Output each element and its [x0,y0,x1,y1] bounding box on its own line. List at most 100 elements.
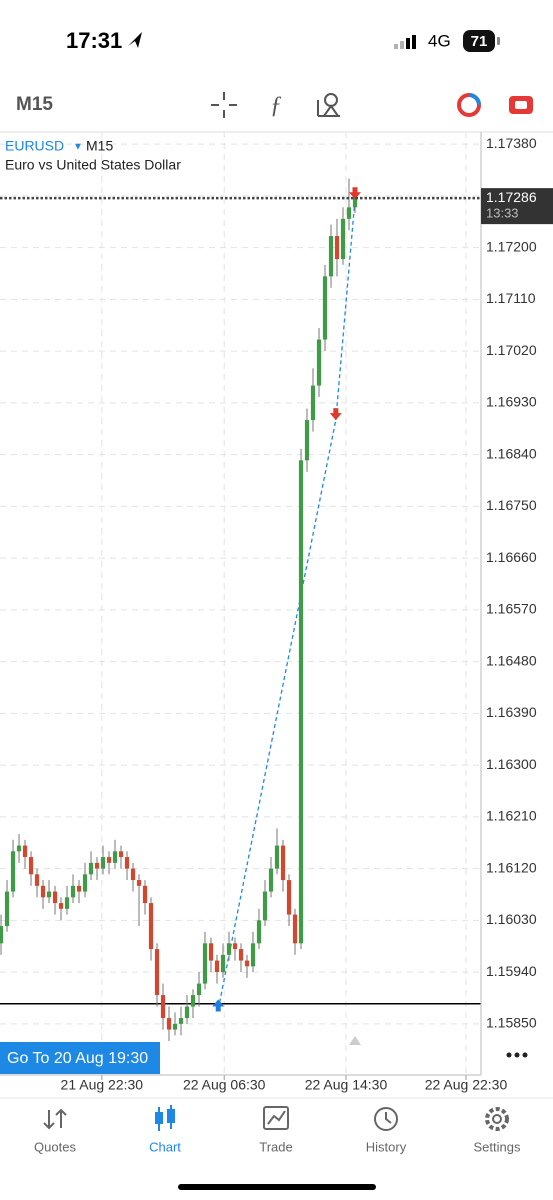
candle-body [334,236,340,260]
battery-tip [497,37,500,45]
candle-body [16,845,22,852]
trade-button-icon [515,101,527,109]
y-tick-label: 1.16570 [486,601,537,617]
history-icon [374,1107,398,1131]
candle-body [292,914,298,944]
candle-body [82,874,88,892]
chart-icon [155,1105,175,1131]
y-tick-label: 1.16390 [486,704,537,720]
goto-button-label: Go To 20 Aug 19:30 [7,1050,148,1067]
chart-symbol[interactable]: EURUSD [5,138,64,154]
current-price-box [481,188,553,225]
x-tick-label: 22 Aug 22:30 [425,1077,508,1093]
candle-body [322,276,328,340]
deal-arrow [329,408,342,421]
candle-body [304,420,310,461]
objects-button[interactable] [317,93,340,117]
candle-body [4,891,10,927]
candle-body [220,954,226,973]
battery [463,30,495,52]
candle-body [64,897,70,909]
tab-trade[interactable]: Trade [259,1139,292,1154]
trade-icon [263,1106,289,1130]
candle-body [244,960,250,967]
candle-body [142,885,148,904]
candle-body [154,949,160,996]
chart-layer: 1.173801.172901.172001.171101.170201.169… [0,132,537,1080]
y-tick-label: 1.16030 [486,911,537,927]
candle-body [0,926,4,944]
x-tick-label: 21 Aug 22:30 [61,1077,144,1093]
candle-body [52,891,58,904]
candle-body [310,385,316,421]
crosshair-button[interactable] [211,92,237,118]
candle-body [286,880,292,915]
deal-connector [217,419,337,1010]
candle-body [262,891,268,921]
candle-body [226,943,232,955]
candle-body [178,1018,184,1024]
candle-body [352,198,358,208]
candle-body [268,868,274,892]
y-tick-label: 1.17200 [486,238,537,254]
candle-body [208,943,214,961]
deal-arrow [212,999,225,1012]
x-tick-label: 22 Aug 06:30 [183,1077,266,1093]
candle-body [232,943,238,950]
candle-body [190,995,196,1007]
candle-body [214,960,220,973]
scroll-marker [349,1036,361,1045]
candle-body [298,460,304,944]
symbol-dropdown[interactable]: ▼ [73,142,83,153]
candle-body [196,983,202,996]
settings-icon [485,1107,509,1131]
tab-chart[interactable]: Chart [149,1139,181,1154]
tab-settings[interactable]: Settings [474,1139,521,1154]
home-indicator [178,1184,376,1190]
y-tick-label: 1.16840 [486,445,537,461]
candle-body [250,943,256,967]
deal-connector [335,199,356,421]
y-tick-label: 1.16480 [486,652,537,668]
tab-quotes[interactable]: Quotes [34,1139,76,1154]
y-tick-label: 1.15850 [486,1015,537,1031]
candle-body [88,862,94,875]
candle-body [346,207,352,219]
y-tick-label: 1.16210 [486,808,537,824]
deal-arrow [349,187,362,200]
signal-icon [394,35,416,49]
candle-body [76,885,82,892]
indicators-button[interactable]: ƒ [270,93,282,119]
current-price-label: 1.17286 [486,189,537,205]
candle-body [166,1018,172,1030]
candle-body [124,857,130,869]
goto-button[interactable] [0,1042,160,1074]
one-click-trading-part [468,93,481,106]
y-tick-label: 1.16750 [486,497,537,513]
candle-body [106,857,112,863]
candle-body [202,943,208,984]
tab-history[interactable]: History [366,1139,407,1154]
candle-body [46,891,52,898]
candle-body [40,885,46,898]
candle-body [316,339,322,386]
candle-body [22,845,28,858]
network-type: 4G [428,31,451,50]
candle-body [160,995,166,1019]
candle-body [112,851,118,863]
more-button[interactable] [506,1052,528,1058]
location-icon [128,32,142,48]
chart-description: Euro vs United States Dollar [5,157,181,173]
candle-body [148,903,154,950]
y-tick-label: 1.17110 [486,290,536,306]
candle-body [172,1023,178,1030]
candle-body [136,880,142,886]
candle-body [94,862,100,869]
y-tick-label: 1.16660 [486,549,537,565]
y-tick-label: 1.16120 [486,859,537,875]
timeframe-button[interactable]: M15 [16,94,53,115]
y-tick-label: 1.17380 [486,135,537,151]
candle-body [256,920,262,944]
y-tick-label: 1.17020 [486,342,537,358]
